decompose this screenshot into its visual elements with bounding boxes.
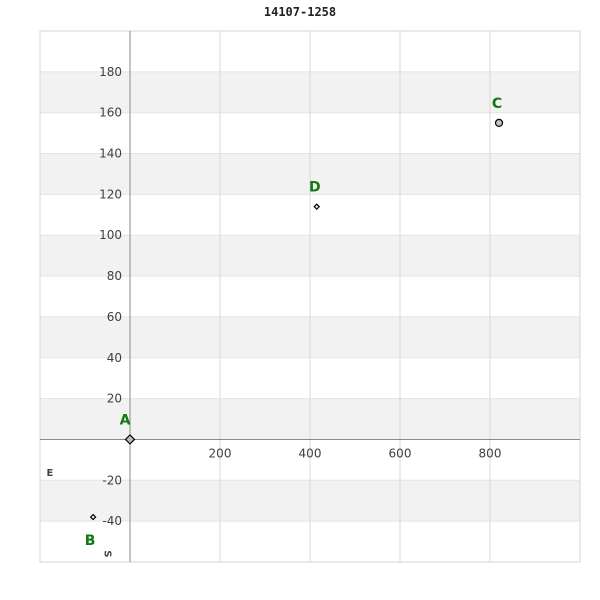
y-tick-label: 120 <box>99 187 122 201</box>
y-tick-label: -20 <box>102 473 122 487</box>
point-marker-A <box>124 434 136 445</box>
point-marker-B <box>89 513 97 521</box>
point-marker-D <box>313 203 321 210</box>
y-tick-label: -40 <box>102 514 122 528</box>
point-label-B: B <box>85 533 96 549</box>
y-tick-label: 100 <box>99 228 122 242</box>
x-tick-label: 200 <box>209 446 232 460</box>
point-label-D: D <box>309 180 321 196</box>
y-tick-label: 60 <box>107 310 122 324</box>
compass-label-E: E <box>46 468 53 479</box>
x-tick-label: 600 <box>389 446 412 460</box>
y-tick-label: 180 <box>99 65 122 79</box>
plot-border <box>39 30 581 563</box>
compass-label-S: S <box>101 550 112 557</box>
point-marker-C <box>494 118 504 128</box>
x-tick-label: 800 <box>479 446 502 460</box>
y-tick-label: 40 <box>107 351 122 365</box>
point-label-C: C <box>492 96 502 112</box>
y-tick-label: 140 <box>99 147 122 161</box>
y-tick-label: 160 <box>99 106 122 120</box>
y-tick-label: 80 <box>107 269 122 283</box>
point-label-A: A <box>120 412 131 428</box>
chart-title: 14107-1258 <box>263 5 337 19</box>
y-tick-label: 20 <box>107 392 122 406</box>
x-tick-label: 400 <box>299 446 322 460</box>
